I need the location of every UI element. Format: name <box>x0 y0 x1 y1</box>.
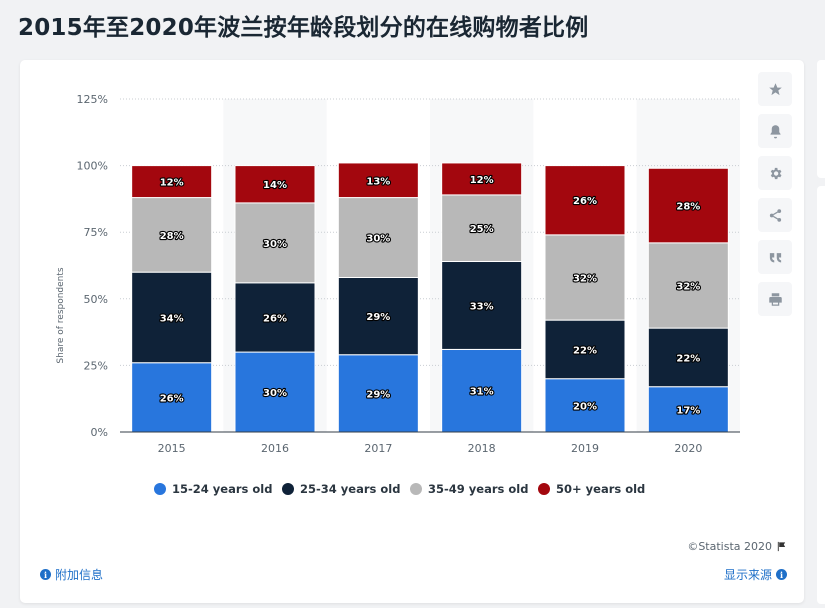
side-panel-edge-lower <box>817 186 825 604</box>
flag-icon[interactable] <box>776 541 787 552</box>
show-source-link[interactable]: 显示来源 i <box>724 566 787 583</box>
legend-item[interactable]: 15-24 years old <box>154 482 272 496</box>
legend-swatch <box>538 483 550 495</box>
notification-button[interactable] <box>758 114 792 148</box>
legend-swatch <box>410 483 422 495</box>
legend-item[interactable]: 35-49 years old <box>410 482 528 496</box>
quote-icon <box>769 252 781 262</box>
legend-label: 50+ years old <box>556 482 645 496</box>
bell-icon <box>770 124 780 138</box>
info-icon: i <box>40 569 51 580</box>
credit: ©Statista 2020 <box>687 540 787 553</box>
legend-item[interactable]: 25-34 years old <box>282 482 400 496</box>
share-button[interactable] <box>758 198 792 232</box>
print-button[interactable] <box>758 282 792 316</box>
info-icon: i <box>776 569 787 580</box>
favorite-button[interactable] <box>758 72 792 106</box>
credit-text: ©Statista 2020 <box>687 540 772 553</box>
gear-icon <box>770 167 781 179</box>
show-source-label: 显示来源 <box>723 568 772 582</box>
star-icon <box>768 82 782 95</box>
legend-swatch <box>282 483 294 495</box>
cite-button[interactable] <box>758 240 792 274</box>
chart-toolbar <box>758 72 792 316</box>
settings-button[interactable] <box>758 156 792 190</box>
additional-info-link[interactable]: i 附加信息 <box>40 566 103 583</box>
share-icon <box>769 208 781 222</box>
legend-item[interactable]: 50+ years old <box>538 482 645 496</box>
chart-card <box>20 60 804 603</box>
additional-info-label: 附加信息 <box>55 568 104 582</box>
legend-swatch <box>154 483 166 495</box>
print-icon <box>768 292 782 306</box>
legend-label: 15-24 years old <box>172 482 272 496</box>
legend-label: 35-49 years old <box>428 482 528 496</box>
page-title: 2015年至2020年波兰按年龄段划分的在线购物者比例 <box>18 15 589 41</box>
legend-label: 25-34 years old <box>300 482 400 496</box>
side-panel-edge <box>817 60 825 178</box>
